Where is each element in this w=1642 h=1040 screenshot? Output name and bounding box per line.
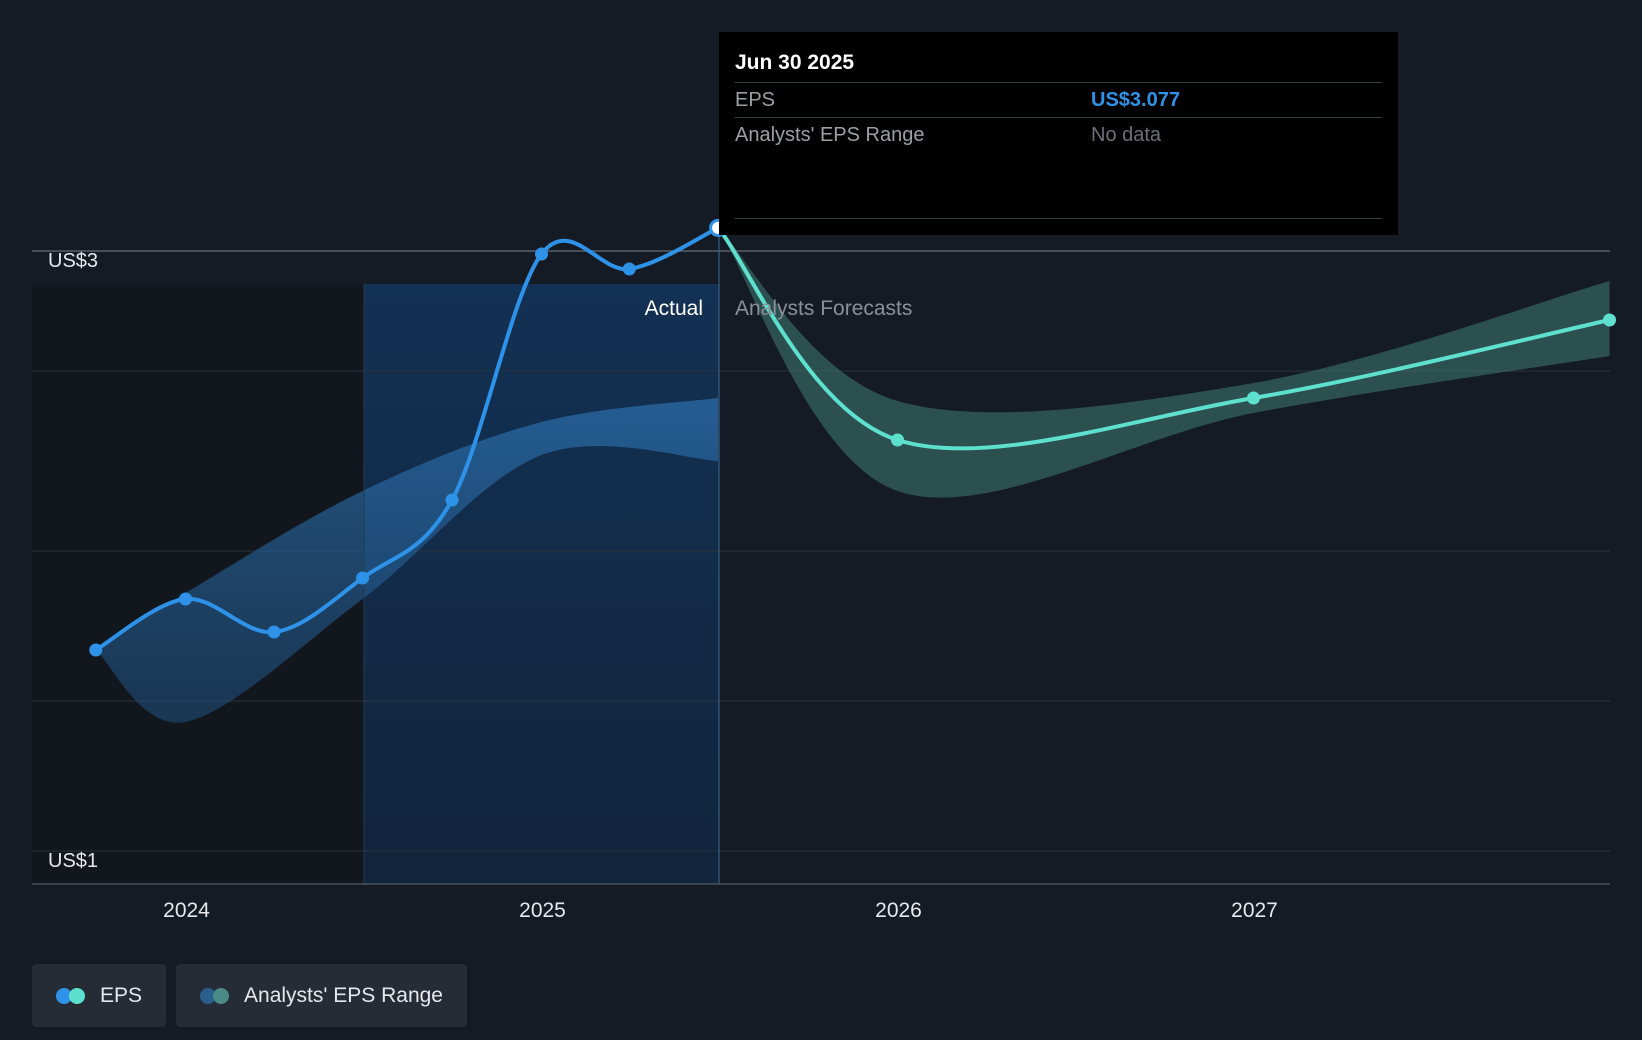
range-swatch-icon bbox=[200, 987, 230, 1004]
eps-swatch-icon bbox=[56, 987, 86, 1004]
x-tick-label: 2027 bbox=[1231, 899, 1278, 922]
range-band-past bbox=[95, 398, 719, 723]
eps-point bbox=[535, 247, 549, 261]
eps-line-forecast bbox=[716, 225, 1612, 451]
eps-line-actual bbox=[93, 225, 721, 652]
forecast-label: Analysts Forecasts bbox=[735, 297, 912, 320]
eps-point bbox=[89, 643, 103, 657]
legend-item-eps[interactable]: EPS bbox=[32, 964, 167, 1027]
legend: EPS Analysts' EPS Range bbox=[32, 964, 467, 1027]
eps-point bbox=[1247, 391, 1261, 405]
tooltip-range-label: Analysts' EPS Range bbox=[735, 124, 925, 146]
tooltip-row-eps: EPS US$3.077 bbox=[735, 82, 1382, 117]
y-tick-label-bottom: US$1 bbox=[48, 850, 98, 872]
eps-point bbox=[179, 592, 193, 606]
tooltip-range-value: No data bbox=[1091, 124, 1162, 146]
legend-label-eps: EPS bbox=[100, 983, 143, 1007]
x-tick-label: 2025 bbox=[519, 899, 566, 922]
range-band-forecast bbox=[718, 227, 1610, 498]
tooltip-row-range: Analysts' EPS Range No data bbox=[735, 117, 1382, 152]
grid-lines bbox=[32, 250, 1610, 852]
recent-past-highlight bbox=[364, 284, 719, 884]
legend-label-range: Analysts' EPS Range bbox=[244, 983, 443, 1007]
legend-item-range[interactable]: Analysts' EPS Range bbox=[176, 964, 467, 1027]
eps-ranges bbox=[95, 227, 1610, 723]
tooltip-eps-value: US$3.077 bbox=[1091, 89, 1180, 111]
y-tick-label-top: US$3 bbox=[48, 250, 98, 272]
x-axis-ticks: 2024 2025 2026 2027 bbox=[163, 899, 1278, 922]
eps-point bbox=[891, 433, 905, 447]
eps-lines bbox=[93, 225, 1612, 652]
eps-point bbox=[356, 571, 370, 585]
x-tick-label: 2024 bbox=[163, 899, 210, 922]
tooltip-date: Jun 30 2025 bbox=[735, 51, 855, 74]
tooltip: Jun 30 2025 EPS US$3.077 Analysts' EPS R… bbox=[719, 32, 1398, 235]
x-tick-label: 2026 bbox=[875, 899, 922, 922]
eps-point bbox=[445, 493, 459, 507]
eps-point bbox=[622, 262, 636, 276]
actual-label: Actual bbox=[645, 297, 703, 320]
tooltip-divider bbox=[735, 218, 1382, 219]
eps-points bbox=[89, 218, 1617, 657]
eps-point bbox=[267, 625, 281, 639]
eps-point bbox=[1603, 313, 1617, 327]
tooltip-eps-label: EPS bbox=[735, 89, 776, 111]
